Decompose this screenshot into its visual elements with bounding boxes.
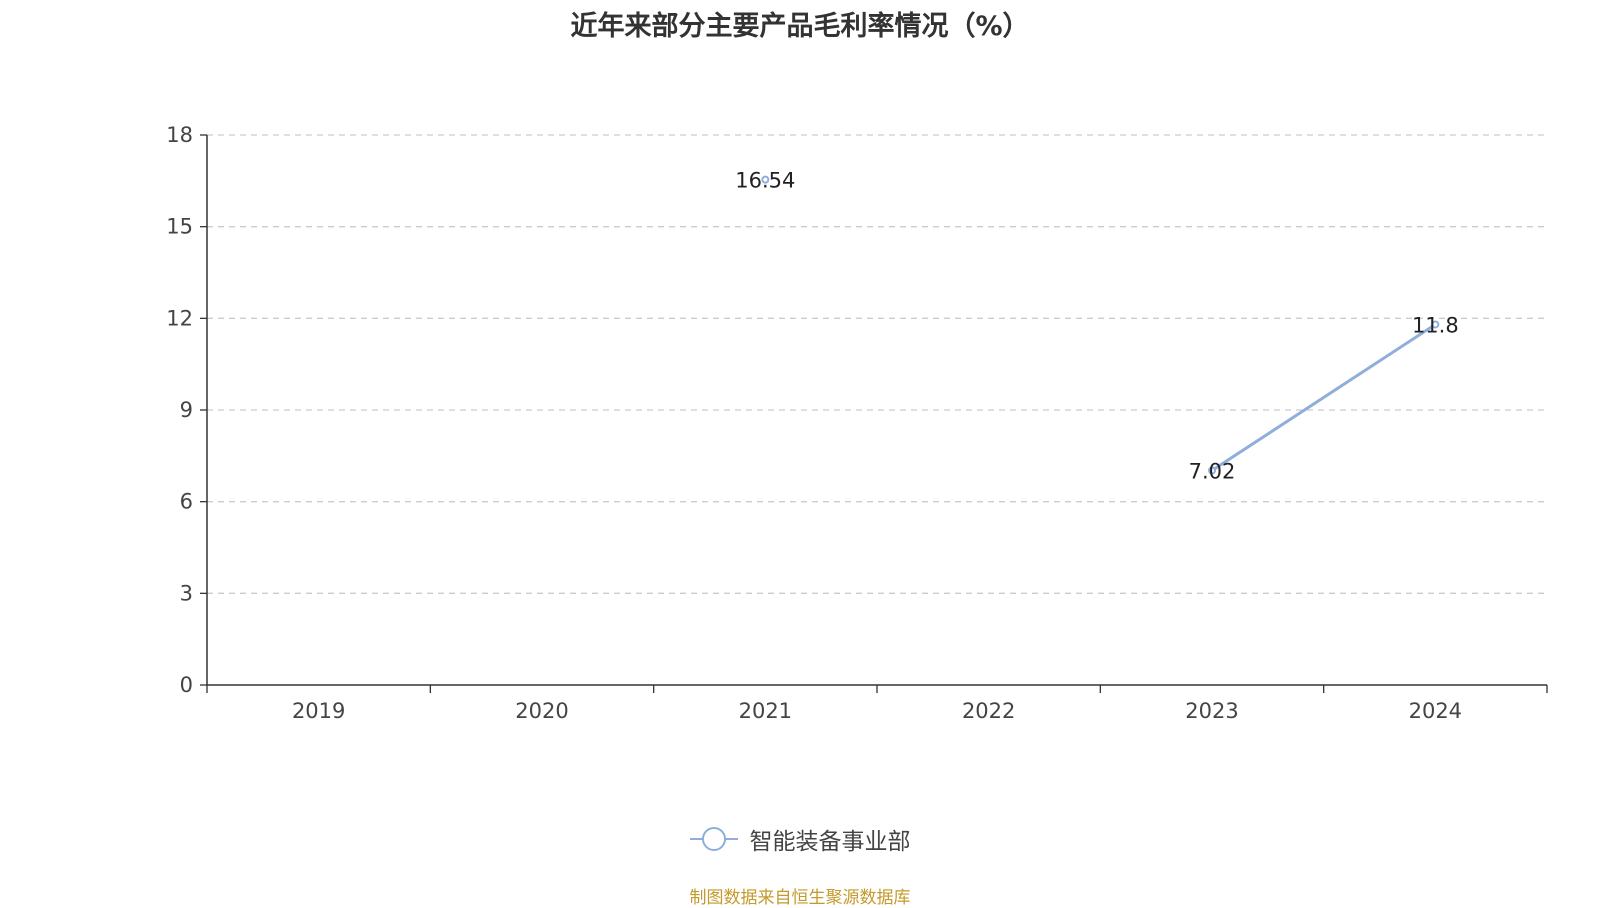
line-chart: 0 3 6 9 12 15 18 2019 2020 2021 2022 2023 2024 16.54… — [166, 123, 1548, 723]
legend-line-circle-icon — [689, 827, 738, 851]
x-tick-label: 2023 — [1185, 699, 1238, 723]
data-point — [761, 175, 770, 184]
y-tick-label: 15 — [166, 215, 193, 239]
y-tick-label: 9 — [180, 398, 193, 422]
data-labels: 16.54 7.02 11.8 — [735, 169, 1458, 484]
y-tick-label: 18 — [166, 123, 193, 147]
source-note: 制图数据来自恒生聚源数据库 — [689, 888, 911, 908]
y-tick-label: 6 — [180, 490, 193, 514]
series-line — [761, 175, 1440, 475]
x-tick-label: 2020 — [515, 699, 568, 723]
data-point — [1431, 320, 1440, 329]
chart-title: 近年来部分主要产品毛利率情况（%） — [570, 11, 1030, 42]
data-point — [1208, 466, 1216, 475]
y-tick-label: 3 — [180, 581, 193, 605]
series-segment — [1210, 322, 1437, 472]
axes: 0 3 6 9 12 15 18 2019 2020 2021 2022 2023 2024 — [166, 123, 1548, 723]
x-tick-label: 2019 — [292, 699, 345, 723]
x-tick-label: 2022 — [962, 699, 1015, 723]
x-tick-label: 2021 — [739, 699, 792, 723]
legend[interactable]: 智能装备事业部 — [0, 822, 1600, 856]
y-tick-label: 0 — [180, 673, 193, 697]
x-tick-label: 2024 — [1409, 699, 1462, 723]
grid-lines — [207, 134, 1547, 594]
legend-label: 智能装备事业部 — [749, 829, 911, 855]
data-label: 7.02 — [1189, 460, 1236, 484]
y-tick-label: 12 — [166, 306, 193, 330]
data-label: 11.8 — [1412, 313, 1459, 337]
data-label: 16.54 — [735, 169, 795, 193]
